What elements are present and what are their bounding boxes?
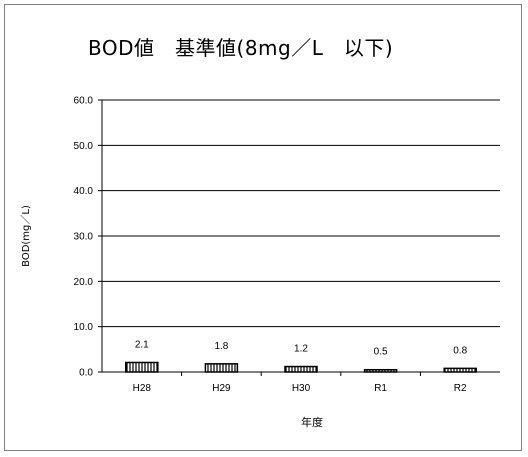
- data-label-R2: 0.8: [453, 345, 467, 356]
- data-labels: 2.1 1.8 1.2 0.5 0.8: [135, 339, 468, 357]
- y-tick-labels: 0.0 10.0 20.0 30.0 40.0 50.0 60.0: [74, 96, 94, 379]
- gridlines: [102, 99, 500, 328]
- y-tick-label: 0.0: [79, 368, 93, 379]
- x-tick-label-R2: R2: [454, 383, 467, 394]
- axes: [98, 99, 500, 376]
- chart-frame: [4, 4, 522, 451]
- y-tick-label: 10.0: [74, 322, 94, 333]
- y-tick-label: 30.0: [74, 232, 94, 243]
- data-label-R1: 0.5: [374, 347, 388, 358]
- x-tick-label-H29: H29: [212, 383, 231, 394]
- x-tick-label-R1: R1: [374, 383, 387, 394]
- bars: [125, 361, 477, 373]
- y-tick-label: 50.0: [74, 141, 94, 152]
- y-tick-label: 60.0: [74, 96, 94, 107]
- y-tick-label: 40.0: [74, 186, 94, 197]
- bar-R2: [443, 367, 477, 373]
- y-axis-label: BOD(mg／L): [21, 205, 32, 267]
- x-tick-label-H30: H30: [292, 383, 311, 394]
- bar-R1: [363, 368, 398, 373]
- x-tick-label-H28: H28: [133, 383, 152, 394]
- chart-title: BOD値 基準値(8mg／L 以下): [88, 36, 394, 60]
- bar-H30: [284, 365, 318, 373]
- y-tick-label: 20.0: [74, 277, 94, 288]
- data-label-H28: 2.1: [135, 339, 149, 350]
- data-label-H29: 1.8: [214, 341, 228, 352]
- bar-H29: [204, 363, 239, 373]
- x-axis-label: 年度: [301, 416, 323, 429]
- x-tick-labels: H28 H29 H30 R1 R2: [133, 383, 467, 394]
- data-label-H30: 1.2: [294, 344, 308, 355]
- bar-H28: [125, 361, 159, 373]
